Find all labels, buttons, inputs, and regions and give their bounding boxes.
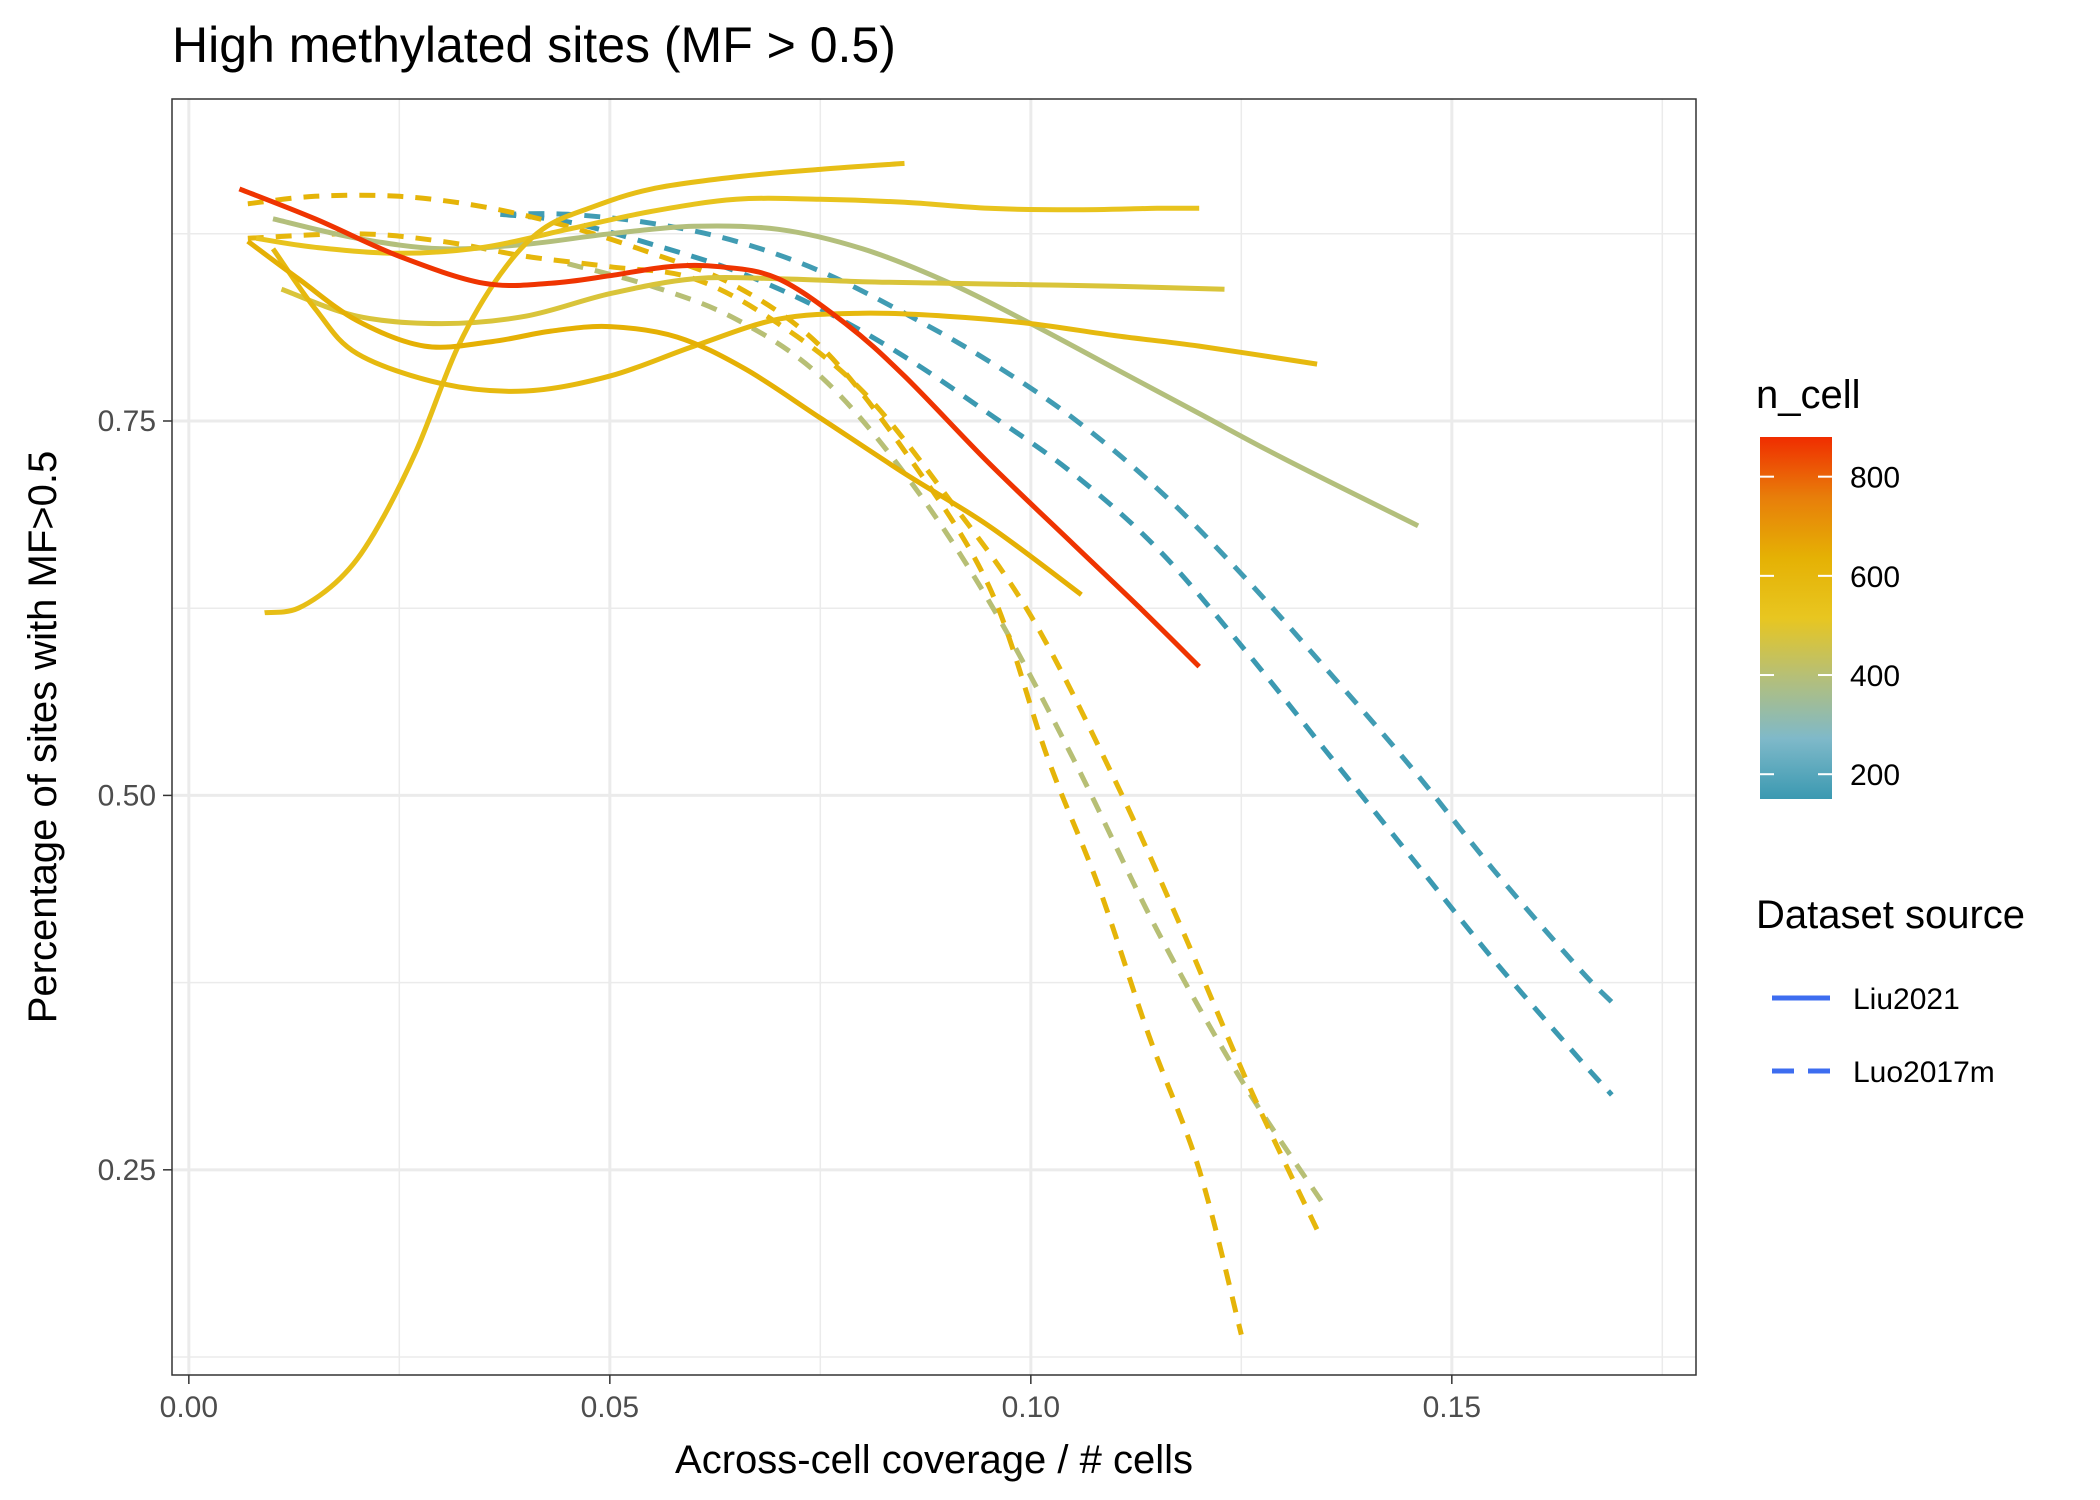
colorbar-ticks: 200 400 600 800: [1760, 462, 1900, 792]
colorbar-tick-label: 800: [1850, 462, 1900, 495]
major-gridlines: [172, 99, 1696, 1375]
series-line-liu2021-n640: [246, 239, 1083, 597]
x-tick-label: 0.05: [581, 1391, 639, 1424]
series-line-liu2021-n480: [280, 274, 1225, 327]
plot-panel: [172, 99, 1696, 1375]
x-axis-title: Across-cell coverage / # cells: [675, 1438, 1193, 1482]
colorbar-tick-label: 200: [1850, 759, 1900, 792]
legend-label-liu2021: Liu2021: [1853, 983, 1960, 1016]
minor-gridlines: [172, 99, 1696, 1375]
y-axis-title: Percentage of sites with MF>0.5: [21, 451, 65, 1024]
colorbar-tick-label: 600: [1850, 561, 1900, 594]
x-axis: 0.00 0.05 0.10 0.15: [160, 1375, 1481, 1424]
series-line-liu2021-n590: [270, 247, 1318, 394]
series-line-liu2021-n530: [255, 195, 1200, 256]
colorbar-tick-label: 400: [1850, 660, 1900, 693]
y-tick-label: 0.50: [98, 779, 156, 812]
chart-title: High methylated sites (MF > 0.5): [172, 17, 896, 73]
legend-label-luo2017m: Luo2017m: [1853, 1056, 1995, 1089]
series-line-liu2021-n870: [238, 186, 1201, 669]
y-tick-label: 0.75: [98, 405, 156, 438]
linetype-legend: Liu2021 Luo2017m: [1772, 983, 1995, 1089]
colorbar-title: n_cell: [1756, 373, 1861, 417]
series-line-liu2021-n560: [264, 160, 905, 616]
plot-border: [171, 98, 1697, 1376]
x-tick-label: 0.00: [160, 1391, 218, 1424]
linetype-legend-title: Dataset source: [1756, 893, 2025, 937]
y-axis: 0.25 0.50 0.75: [98, 405, 172, 1187]
x-tick-label: 0.15: [1423, 1391, 1481, 1424]
x-tick-label: 0.10: [1002, 1391, 1060, 1424]
series-lines: [238, 160, 1614, 1336]
y-tick-label: 0.25: [98, 1154, 156, 1187]
series-line-luo2017m-n620: [247, 192, 1244, 1336]
series-line-luo2017m-n150: [500, 211, 1614, 1097]
colorbar: [1760, 437, 1832, 799]
series-line-luo2017m-n160: [500, 211, 1614, 1004]
series-line-luo2017m-n400: [567, 261, 1328, 1209]
